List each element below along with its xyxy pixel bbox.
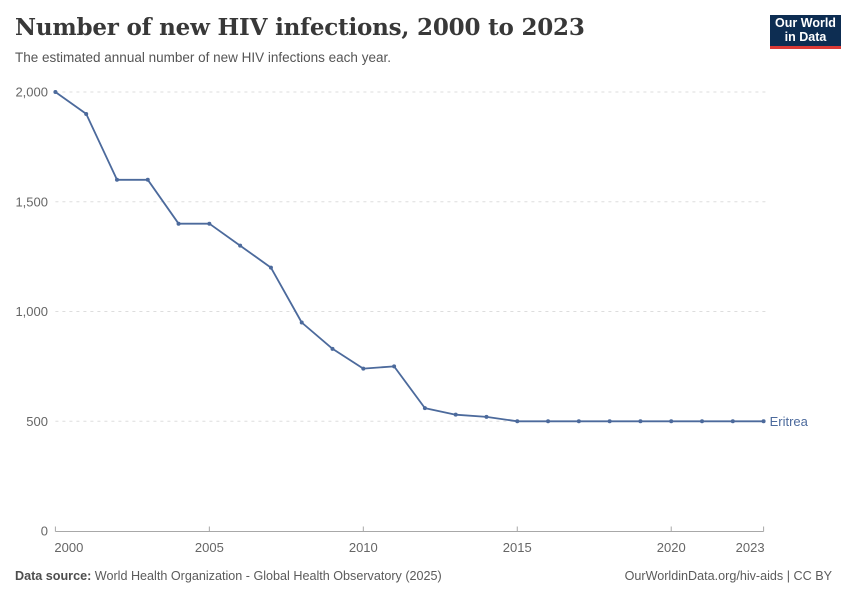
data-point-2002 [114, 177, 119, 182]
data-source-label: Data source: [15, 569, 92, 583]
x-axis-tick-label: 2020 [657, 540, 686, 555]
data-point-2021 [700, 419, 705, 424]
data-point-2023 [761, 419, 766, 424]
x-axis-tick-label: 2005 [195, 540, 224, 555]
y-axis-tick-label: 0 [41, 524, 48, 539]
data-point-2001 [84, 111, 89, 116]
x-axis-tick-label: 2015 [503, 540, 532, 555]
chart-subtitle: The estimated annual number of new HIV i… [15, 50, 391, 65]
data-point-2009 [330, 346, 335, 351]
data-point-2022 [730, 419, 735, 424]
y-axis-tick-label: 500 [26, 414, 48, 429]
data-source-value: World Health Organization - Global Healt… [94, 569, 442, 583]
data-point-2016 [546, 419, 551, 424]
data-point-2020 [669, 419, 674, 424]
series-label-eritrea: Eritrea [770, 414, 809, 429]
data-point-2014 [484, 414, 489, 419]
x-axis-tick-label: 2023 [736, 540, 765, 555]
data-point-2013 [453, 412, 458, 417]
data-point-2000 [53, 90, 58, 94]
data-point-2004 [176, 221, 181, 226]
data-point-2017 [576, 419, 581, 424]
data-point-2005 [207, 221, 212, 226]
data-point-2006 [238, 243, 243, 248]
owid-logo-line1: Our World [775, 16, 836, 30]
y-axis-tick-label: 1,000 [15, 304, 48, 319]
x-axis-tick-label: 2010 [349, 540, 378, 555]
data-point-2015 [515, 419, 520, 424]
x-axis-tick-label: 2000 [54, 540, 83, 555]
page-title: Number of new HIV infections, 2000 to 20… [15, 14, 585, 41]
data-point-2010 [361, 366, 366, 371]
data-point-2003 [145, 177, 150, 182]
y-axis-tick-label: 2,000 [15, 85, 48, 100]
data-point-2011 [392, 364, 397, 369]
owid-logo[interactable]: Our World in Data [770, 15, 841, 49]
data-point-2018 [607, 419, 612, 424]
data-point-2012 [422, 406, 427, 411]
data-point-2008 [299, 320, 304, 325]
eritrea-line [54, 91, 765, 423]
owid-logo-line2: in Data [784, 29, 827, 44]
chart-footer: Data source: World Health Organization -… [15, 569, 832, 583]
footer-credit-link[interactable]: OurWorldinData.org/hiv-aids | CC BY [624, 569, 832, 583]
data-source: Data source: World Health Organization -… [15, 569, 442, 583]
data-point-2007 [268, 265, 273, 270]
data-point-2019 [638, 419, 643, 424]
y-axis-tick-label: 1,500 [15, 194, 48, 209]
